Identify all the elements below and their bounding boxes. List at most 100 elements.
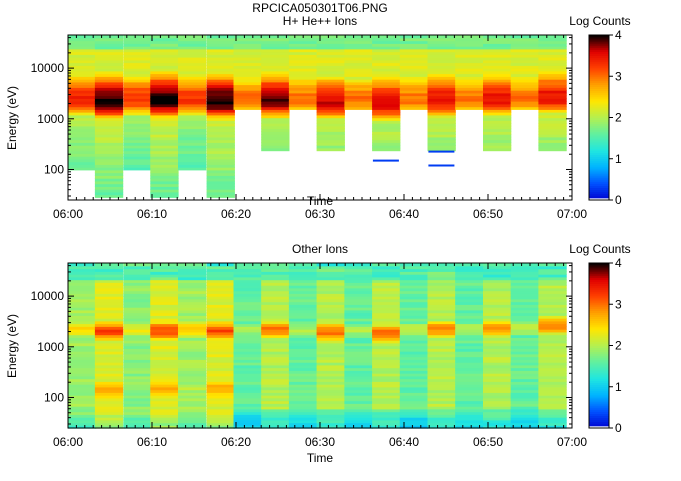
spectrogram-cell	[427, 392, 456, 396]
spectrogram-cell	[206, 392, 235, 396]
spectrogram-cell	[123, 81, 152, 86]
spectrogram-cell	[123, 150, 152, 154]
spectrogram-cell	[427, 351, 456, 355]
spectrogram-cell	[123, 65, 152, 69]
spectrogram-cell	[68, 136, 97, 141]
spectrogram-cell	[150, 340, 179, 344]
spectrogram-cell	[94, 161, 124, 165]
spectrogram-cell	[538, 318, 567, 322]
spectrogram-cell	[538, 408, 567, 413]
spectrogram-cell	[316, 375, 345, 380]
spectrogram-cell	[206, 150, 235, 154]
spectrogram-cell	[94, 282, 124, 286]
spectrogram-cell	[316, 142, 345, 146]
colorbar-segment	[589, 183, 609, 186]
spectrogram-cell	[316, 35, 345, 39]
colorbar-segment	[589, 175, 609, 178]
spectrogram-cell	[178, 73, 207, 77]
spectrogram-cell	[123, 101, 152, 105]
colorbar-segment	[589, 125, 609, 129]
spectrogram-cell	[123, 353, 152, 358]
spectrogram-cell	[68, 345, 97, 349]
spectrogram-cell	[150, 65, 179, 69]
spectrogram-cell	[427, 296, 456, 300]
colorbar-segment	[589, 374, 609, 377]
colorbar-segment	[589, 86, 609, 90]
spectrogram-cell	[483, 296, 512, 300]
colorbar-segment	[589, 281, 609, 285]
spectrogram-cell	[427, 323, 456, 327]
spectrogram-cell	[150, 411, 179, 415]
spectrogram-cell	[206, 87, 235, 91]
spectrogram-cell	[68, 400, 97, 404]
spectrogram-cell	[483, 139, 512, 143]
spectrogram-cell	[233, 406, 262, 410]
spectrogram-cell	[399, 271, 429, 275]
spectrogram-cell	[455, 98, 484, 102]
spectrogram-cell	[344, 46, 373, 50]
spectrogram-cell	[150, 98, 179, 102]
spectrogram-cell	[316, 276, 345, 281]
spectrogram-cell	[94, 298, 124, 303]
spectrogram-cell	[123, 403, 152, 407]
spectrogram-cell	[178, 106, 207, 110]
spectrogram-cell	[538, 54, 567, 58]
spectrogram-cell	[206, 40, 235, 44]
spectrogram-cell	[372, 392, 401, 396]
spectrogram-cell	[316, 296, 345, 300]
spectrogram-cell	[94, 348, 124, 352]
spectrogram-cell	[261, 400, 290, 404]
spectrogram-cell	[123, 386, 152, 391]
spectrogram-cell	[288, 304, 318, 308]
spectrogram-cell	[288, 265, 318, 270]
spectrogram-cell	[178, 337, 207, 341]
x-tick-label: 06:30	[305, 435, 335, 449]
spectrogram-cell	[455, 397, 484, 402]
spectrogram-cell	[68, 109, 97, 113]
spectrogram-cell	[94, 92, 124, 97]
spectrogram-cell	[94, 117, 124, 121]
spectrogram-cell	[150, 307, 179, 311]
spectrogram-cell	[344, 408, 373, 413]
spectrogram-cell	[483, 145, 512, 149]
spectrogram-cell	[150, 191, 179, 196]
spectrogram-cell	[399, 298, 429, 303]
spectrogram-cell	[206, 395, 235, 399]
spectrogram-cell	[68, 125, 97, 130]
spectrogram-cell	[455, 329, 484, 333]
spectrogram-cell	[372, 375, 401, 380]
spectrogram-cell	[344, 43, 373, 47]
spectrogram-cell	[316, 342, 345, 347]
energy-sweep	[123, 263, 152, 429]
spectrogram-cell	[94, 417, 124, 421]
spectrogram-cell	[344, 103, 373, 108]
spectrogram-cell	[510, 35, 539, 39]
colorbar-segment	[589, 152, 609, 156]
spectrogram-cell	[68, 87, 97, 91]
spectrogram-cell	[372, 134, 401, 138]
spectrogram-cell	[288, 65, 318, 69]
spectrogram-cell	[178, 397, 207, 402]
spectrogram-cell	[538, 279, 567, 283]
colorbar-segment	[589, 121, 609, 125]
spectrogram-cell	[123, 362, 152, 366]
spectrogram-cell	[455, 59, 484, 64]
spectrogram-cell	[538, 348, 567, 352]
spectrogram-cell	[178, 414, 207, 418]
y-axis-label: Energy (eV)	[5, 314, 19, 378]
spectrogram-cell	[455, 312, 484, 316]
spectrogram-cell	[150, 290, 179, 294]
colorbar-segment	[589, 425, 609, 429]
spectrogram-cell	[483, 117, 512, 121]
spectrogram-cell	[178, 271, 207, 275]
spectrogram-cell	[261, 323, 290, 327]
colorbar-segment	[589, 277, 609, 280]
spectrogram-cell	[344, 340, 373, 344]
spectrogram-cell	[233, 375, 262, 380]
colorbar-segment	[589, 337, 609, 340]
spectrogram-cell	[538, 112, 567, 116]
spectrogram-cell	[150, 189, 179, 193]
colorbar-segment	[589, 148, 609, 151]
spectrogram-cell	[316, 309, 345, 314]
spectrogram-cell	[123, 318, 152, 322]
